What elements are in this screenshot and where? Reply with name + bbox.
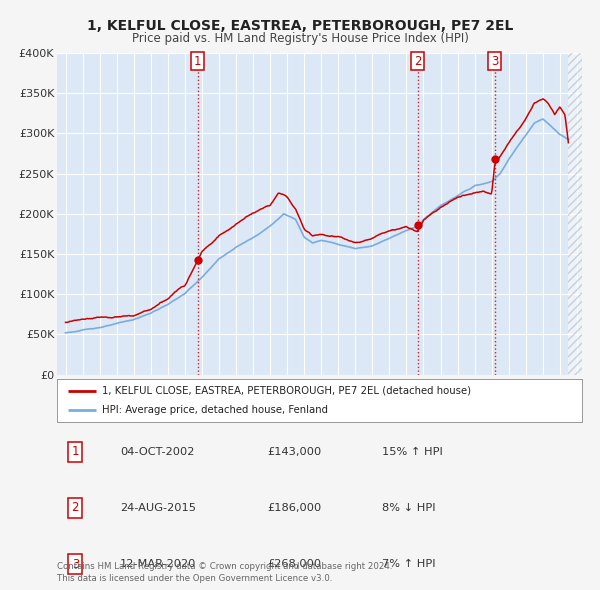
Text: Contains HM Land Registry data © Crown copyright and database right 2024.
This d: Contains HM Land Registry data © Crown c… — [57, 562, 392, 583]
Text: 3: 3 — [491, 55, 499, 68]
Text: 24-AUG-2015: 24-AUG-2015 — [120, 503, 196, 513]
Text: £268,000: £268,000 — [267, 559, 321, 569]
Text: 15% ↑ HPI: 15% ↑ HPI — [383, 447, 443, 457]
Text: 7% ↑ HPI: 7% ↑ HPI — [383, 559, 436, 569]
Text: 3: 3 — [71, 558, 79, 571]
Text: 1: 1 — [71, 445, 79, 458]
Text: 2: 2 — [71, 502, 79, 514]
Text: 1, KELFUL CLOSE, EASTREA, PETERBOROUGH, PE7 2EL: 1, KELFUL CLOSE, EASTREA, PETERBOROUGH, … — [87, 19, 513, 33]
Text: £186,000: £186,000 — [267, 503, 321, 513]
Text: £143,000: £143,000 — [267, 447, 321, 457]
Text: 1, KELFUL CLOSE, EASTREA, PETERBOROUGH, PE7 2EL (detached house): 1, KELFUL CLOSE, EASTREA, PETERBOROUGH, … — [101, 386, 471, 396]
Text: 1: 1 — [194, 55, 202, 68]
Text: 12-MAR-2020: 12-MAR-2020 — [120, 559, 196, 569]
Text: 04-OCT-2002: 04-OCT-2002 — [120, 447, 194, 457]
Text: HPI: Average price, detached house, Fenland: HPI: Average price, detached house, Fenl… — [101, 405, 328, 415]
Text: Price paid vs. HM Land Registry's House Price Index (HPI): Price paid vs. HM Land Registry's House … — [131, 32, 469, 45]
Text: 2: 2 — [414, 55, 421, 68]
Text: 8% ↓ HPI: 8% ↓ HPI — [383, 503, 436, 513]
